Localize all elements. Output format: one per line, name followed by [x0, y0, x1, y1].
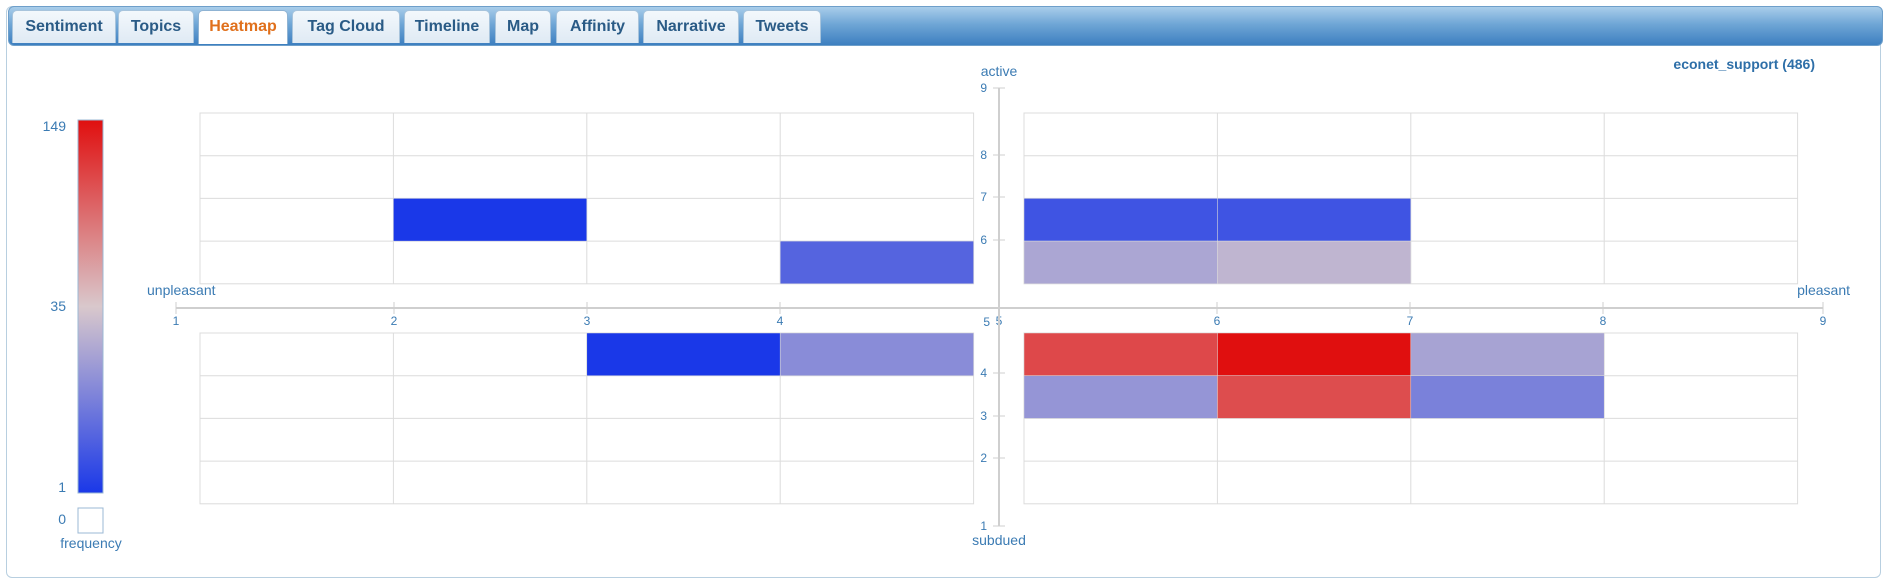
x-axis-label-left: unpleasant	[147, 282, 216, 298]
heatmap-cell	[1217, 240, 1412, 285]
y-tick-label: 3	[980, 409, 987, 423]
heatmap-cell	[1410, 375, 1605, 419]
x-tick-label: 3	[584, 314, 591, 328]
tab-tweets[interactable]: Tweets	[743, 10, 821, 43]
y-tick-label: 6	[980, 233, 987, 247]
y-axis-label-top: active	[981, 63, 1018, 79]
heatmap-cells	[393, 198, 1605, 419]
x-tick-label: 4	[777, 314, 784, 328]
tab-affinity[interactable]: Affinity	[556, 10, 639, 43]
axes: 123456789unpleasantpleasant123467895acti…	[147, 63, 1850, 548]
x-tick-label: 8	[1600, 314, 1607, 328]
y-tick-label: 5	[983, 315, 990, 329]
heatmap-cell	[1410, 332, 1605, 376]
tab-narrative[interactable]: Narrative	[643, 10, 739, 43]
x-tick-label: 7	[1407, 314, 1414, 328]
tab-timeline[interactable]: Timeline	[404, 10, 490, 43]
heatmap-cell	[1023, 375, 1218, 419]
legend-title: frequency	[60, 535, 121, 551]
dataset-title: econet_support (486)	[1673, 56, 1815, 72]
y-tick-label: 8	[980, 148, 987, 162]
heatmap-cell	[1023, 198, 1218, 242]
x-axis-label-right: pleasant	[1797, 282, 1850, 298]
x-tick-label: 2	[391, 314, 398, 328]
tab-map[interactable]: Map	[495, 10, 551, 43]
heatmap-cell	[1023, 332, 1218, 376]
y-tick-label: 9	[980, 81, 987, 95]
heatmap-cell	[779, 240, 974, 285]
heatmap-cell	[393, 198, 588, 242]
x-tick-label: 6	[1214, 314, 1221, 328]
tab-sentiment[interactable]: Sentiment	[12, 10, 116, 43]
heatmap-cell	[1217, 198, 1412, 242]
color-legend: 149 35 1 0 frequency	[43, 118, 122, 551]
tab-heatmap[interactable]: Heatmap	[198, 10, 288, 44]
tab-tag-cloud[interactable]: Tag Cloud	[292, 10, 400, 43]
y-tick-label: 7	[980, 190, 987, 204]
heatmap-cell	[586, 332, 781, 376]
y-tick-label: 1	[980, 519, 987, 533]
heatmap-panel	[6, 6, 1881, 578]
legend-zero-swatch	[77, 507, 104, 534]
x-tick-label: 9	[1820, 314, 1827, 328]
heatmap-cell	[1023, 240, 1218, 285]
y-axis-label-bottom: subdued	[972, 532, 1026, 548]
legend-gradient-bar	[77, 119, 104, 494]
legend-max-label: 149	[43, 118, 67, 134]
tab-topics[interactable]: Topics	[118, 10, 194, 43]
x-tick-label: 1	[173, 314, 180, 328]
y-tick-label: 2	[980, 451, 987, 465]
legend-mid-label: 35	[50, 298, 66, 314]
legend-min-label: 1	[58, 479, 66, 495]
y-tick-label: 4	[980, 366, 987, 380]
heatmap-cell	[1217, 375, 1412, 419]
legend-zero-label: 0	[58, 511, 66, 527]
heatmap-cell	[779, 332, 974, 376]
heatmap-cell	[1217, 332, 1412, 376]
